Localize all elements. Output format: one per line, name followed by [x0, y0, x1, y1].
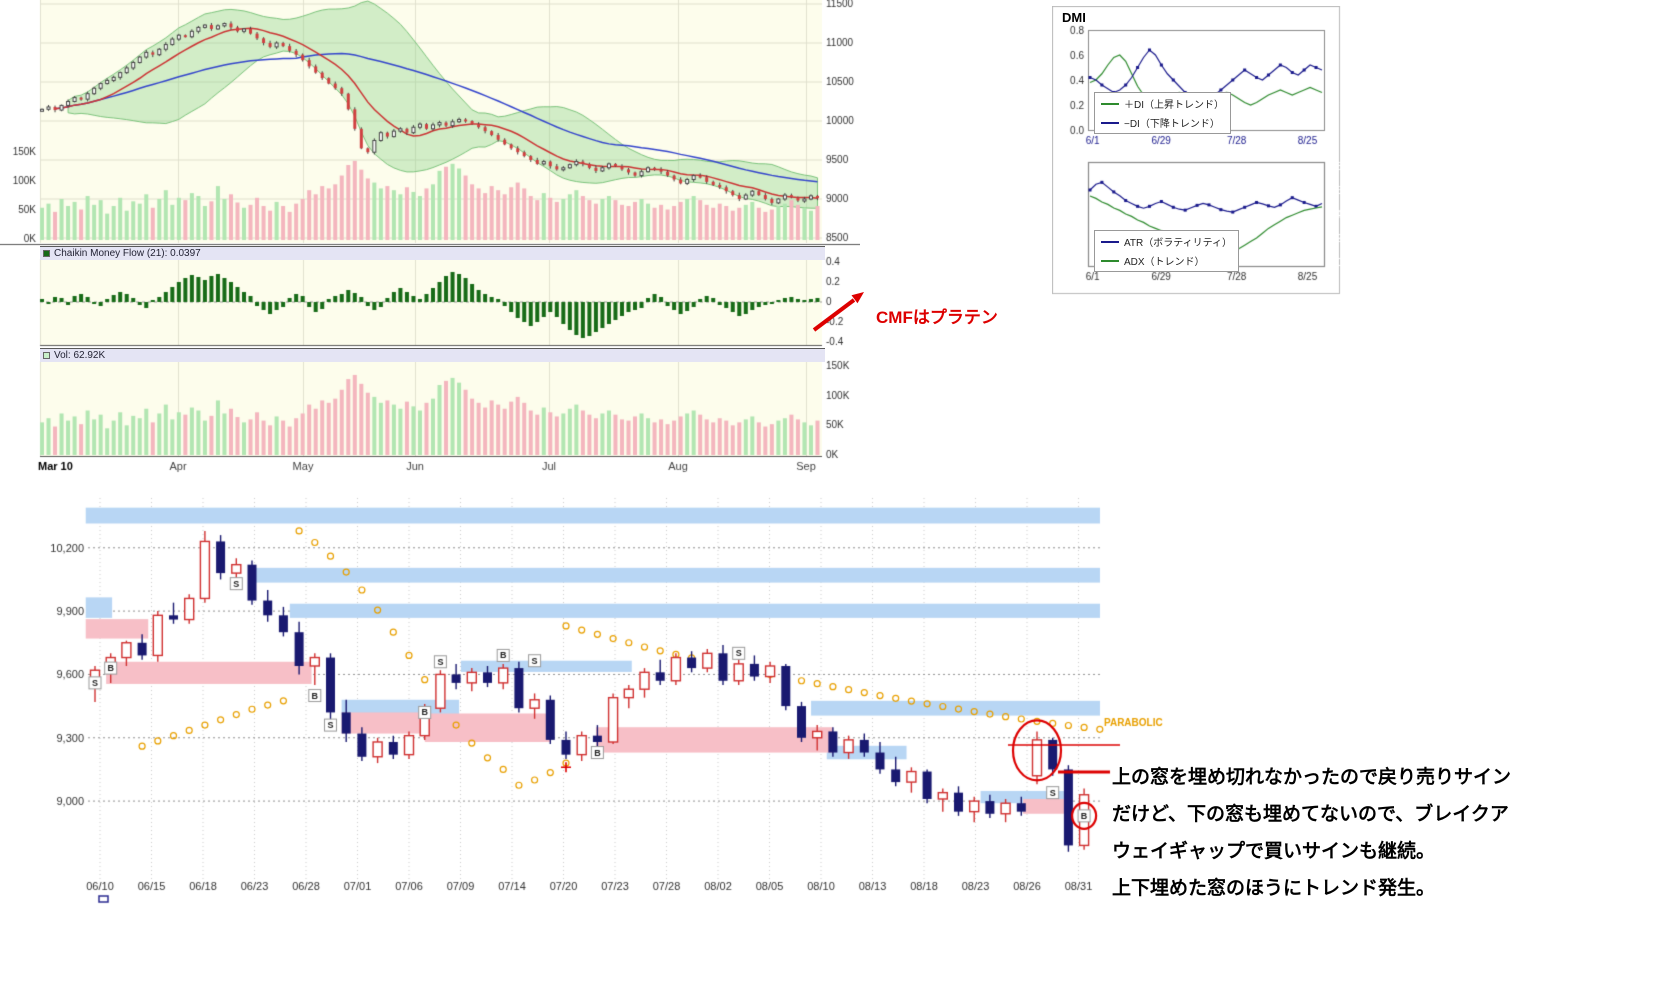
- legend-item-adx: ADX（トレンド）: [1101, 253, 1232, 268]
- gap-note-line-4: 上下埋めた窓のほうにトレンド発生。: [1112, 878, 1436, 899]
- legend-label-minus-di: −DI（下降トレンド）: [1124, 119, 1220, 130]
- adx-line-swatch: [1101, 259, 1119, 262]
- atr-line-swatch: [1101, 240, 1119, 243]
- cmf-series-swatch-icon: [43, 250, 50, 257]
- cmf-arrow-icon: [812, 292, 864, 332]
- legend-label-plus-di: ＋DI（上昇トレンド）: [1124, 100, 1224, 111]
- minus-di-line-swatch: [1101, 121, 1119, 124]
- cmf-panel-title: Chaikin Money Flow (21): 0.0397: [54, 248, 201, 259]
- gap-chart-canvas: [0, 490, 1672, 990]
- volume-series-swatch-icon: [43, 352, 50, 359]
- plus-di-line-swatch: [1101, 102, 1119, 105]
- legend-item-minus-di: −DI（下降トレンド）: [1101, 115, 1224, 130]
- cmf-note-text: CMFはプラテン: [876, 308, 998, 327]
- gap-note-line-2: だけど、下の窓も埋めてないので、ブレイクア: [1112, 804, 1509, 825]
- atr-adx-legend: ATR（ボラティリティ） ADX（トレンド）: [1094, 230, 1240, 272]
- gap-note-line-3: ウェイギャップで買いサインも継続。: [1112, 841, 1436, 862]
- volume-panel-title: Vol: 62.92K: [54, 350, 106, 361]
- cmf-panel-header: Chaikin Money Flow (21): 0.0397: [40, 246, 825, 260]
- legend-item-atr: ATR（ボラティリティ）: [1101, 234, 1232, 249]
- legend-label-atr: ATR（ボラティリティ）: [1124, 238, 1233, 249]
- legend-item-plus-di: ＋DI（上昇トレンド）: [1101, 96, 1224, 111]
- dmi-panel-title: DMI: [1062, 10, 1086, 25]
- legend-label-adx: ADX（トレンド）: [1124, 257, 1205, 268]
- volume-panel-header: Vol: 62.92K: [40, 348, 825, 362]
- dmi-legend: ＋DI（上昇トレンド） −DI（下降トレンド）: [1094, 92, 1231, 134]
- main-price-chart-canvas: [0, 0, 860, 478]
- gap-note-line-1: 上の窓を埋め切れなかったので戻り売りサイン: [1112, 767, 1512, 788]
